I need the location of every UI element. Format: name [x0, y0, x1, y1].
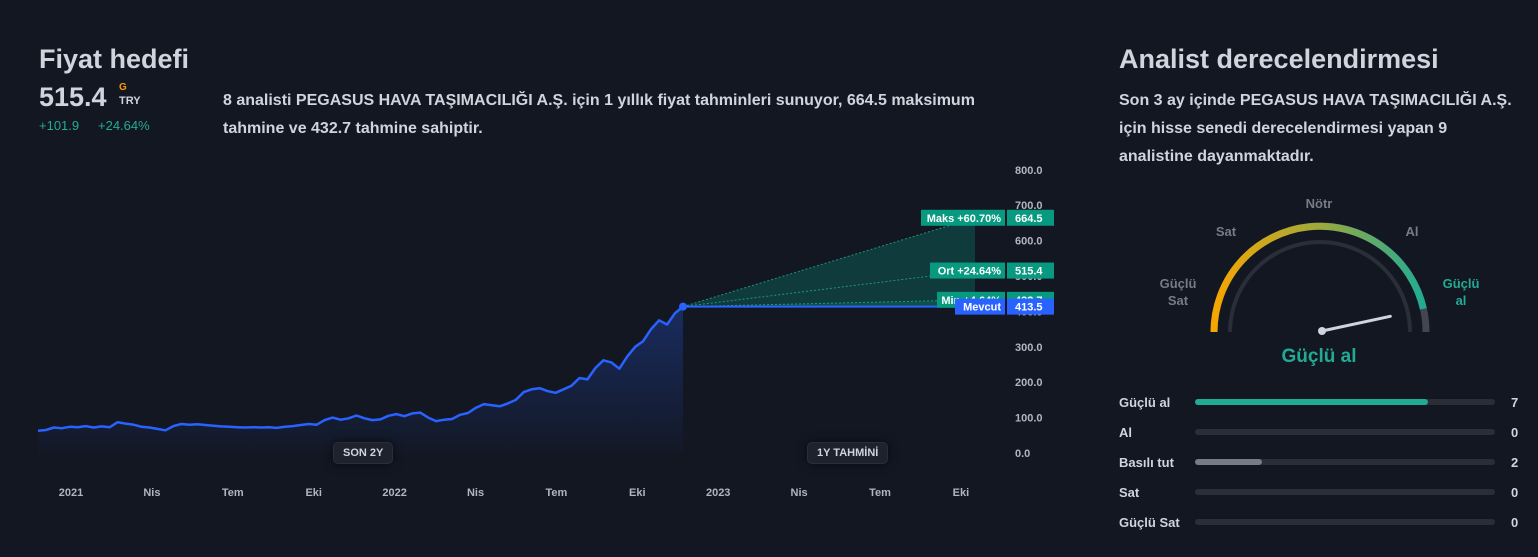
rating-bar-track: [1195, 519, 1495, 525]
rating-row-buy: Al 0: [1119, 423, 1529, 443]
gauge-inner-track: [1228, 240, 1412, 333]
forecast-min-line: [682, 299, 976, 308]
y-tick-label: 700.0: [1015, 200, 1043, 212]
x-tick-label: Nis: [143, 487, 160, 499]
price-change-pct: +24.64%: [98, 118, 150, 133]
rating-count: 7: [1511, 395, 1519, 410]
x-tick-label: Nis: [791, 487, 808, 499]
x-tick-label: 2021: [59, 487, 83, 499]
x-tick-label: Tem: [869, 487, 891, 499]
forecast-avg-label: Ort +24.64%: [938, 266, 1002, 278]
x-tick-label: Eki: [305, 487, 322, 499]
gauge-label-neutral: Nötr: [1306, 196, 1333, 211]
rating-bar-track: [1195, 429, 1495, 435]
forecast-max-value-box: [1007, 209, 1054, 226]
analyst-rating-description: Son 3 ay içinde PEGASUS HAVA TAŞIMACILIĞ…: [1119, 92, 1512, 165]
gauge-label-strong-sell: Güçlü Sat: [1160, 276, 1197, 308]
rating-label: Güçlü Sat: [1119, 515, 1180, 530]
rating-row-strong-buy: Güçlü al 7: [1119, 393, 1529, 413]
rating-row-strong-sell: Güçlü Sat 0: [1119, 513, 1529, 533]
forecast-avg-value-box: [1007, 262, 1054, 279]
period-1y-forecast-label: 1Y TAHMİNİ: [807, 442, 889, 464]
forecast-max-value: 664.5: [1015, 213, 1043, 225]
forecast-avg-label-box: [930, 262, 1005, 279]
gauge-needle-hub: [1318, 327, 1326, 335]
gauge-label-sell: Sat: [1216, 224, 1237, 239]
rating-bar-track: [1195, 459, 1495, 465]
rating-bar-fill: [1195, 459, 1262, 465]
price-target-title: Fiyat hedefi: [39, 44, 190, 74]
price-target-description: 8 analisti PEGASUS HAVA TAŞIMACILIĞI A.Ş…: [223, 92, 975, 137]
currency-label: TRY: [119, 95, 141, 107]
forecast-max-line: [682, 217, 976, 308]
rating-count: 0: [1511, 485, 1519, 500]
forecast-max-label-box: [921, 209, 1005, 226]
rating-count: 2: [1511, 455, 1519, 470]
gauge-label-strong-buy: Güçlü al: [1443, 276, 1480, 308]
rating-bar-track: [1195, 399, 1495, 405]
y-tick-label: 800.0: [1015, 165, 1043, 177]
y-tick-label: 0.0: [1015, 448, 1030, 460]
rating-row-sell: Sat 0: [1119, 483, 1529, 503]
rating-row-hold: Basılı tut 2: [1119, 453, 1529, 473]
forecast-avg-line: [682, 270, 976, 308]
forecast-current-value-box: [1007, 298, 1054, 315]
y-tick-label: 300.0: [1015, 342, 1043, 354]
delayed-g-mark: G: [119, 82, 127, 93]
period-last-2y-label: SON 2Y: [333, 442, 394, 464]
x-tick-label: Tem: [222, 487, 244, 499]
gauge-label-buy: Al: [1406, 224, 1419, 239]
forecast-current-label: Mevcut: [963, 302, 1001, 314]
rating-label: Al: [1119, 425, 1132, 440]
price-history-line: [37, 305, 684, 432]
gauge-result: Güçlü al: [1281, 346, 1357, 367]
rating-label: Güçlü al: [1119, 395, 1171, 410]
gauge-needle: [1320, 314, 1392, 333]
rating-bar-track: [1195, 489, 1495, 495]
forecast-current-label-box: [955, 298, 1005, 315]
x-tick-label: Nis: [467, 487, 484, 499]
rating-bar-fill: [1195, 399, 1429, 405]
price-target-chart: 0.0100.0200.0300.0400.0500.0600.0700.080…: [37, 165, 1054, 499]
forecast-avg-value: 515.4: [1015, 266, 1043, 278]
forecast-max-label: Maks +60.70%: [927, 213, 1002, 225]
x-tick-label: Eki: [953, 487, 970, 499]
rating-count: 0: [1511, 515, 1519, 530]
price-change-abs: +101.9: [39, 118, 80, 133]
gauge-fill: [1210, 222, 1427, 333]
price-target-value: 515.4: [39, 82, 107, 112]
x-tick-label: Eki: [629, 487, 646, 499]
x-tick-label: 2023: [706, 487, 730, 499]
y-tick-label: 100.0: [1015, 413, 1043, 425]
history-area: [38, 306, 683, 453]
rating-count: 0: [1511, 425, 1519, 440]
rating-gauge: Güçlü Sat Sat Nötr Al Güçlü al: [1160, 196, 1480, 335]
analyst-rating-title: Analist derecelendirmesi: [1119, 44, 1439, 74]
y-tick-label: 200.0: [1015, 377, 1043, 389]
y-tick-label: 600.0: [1015, 236, 1043, 248]
rating-label: Sat: [1119, 485, 1140, 500]
rating-label: Basılı tut: [1119, 455, 1174, 470]
forecast-current-value: 413.5: [1015, 302, 1043, 314]
x-tick-label: Tem: [545, 487, 567, 499]
x-tick-label: 2022: [382, 487, 406, 499]
